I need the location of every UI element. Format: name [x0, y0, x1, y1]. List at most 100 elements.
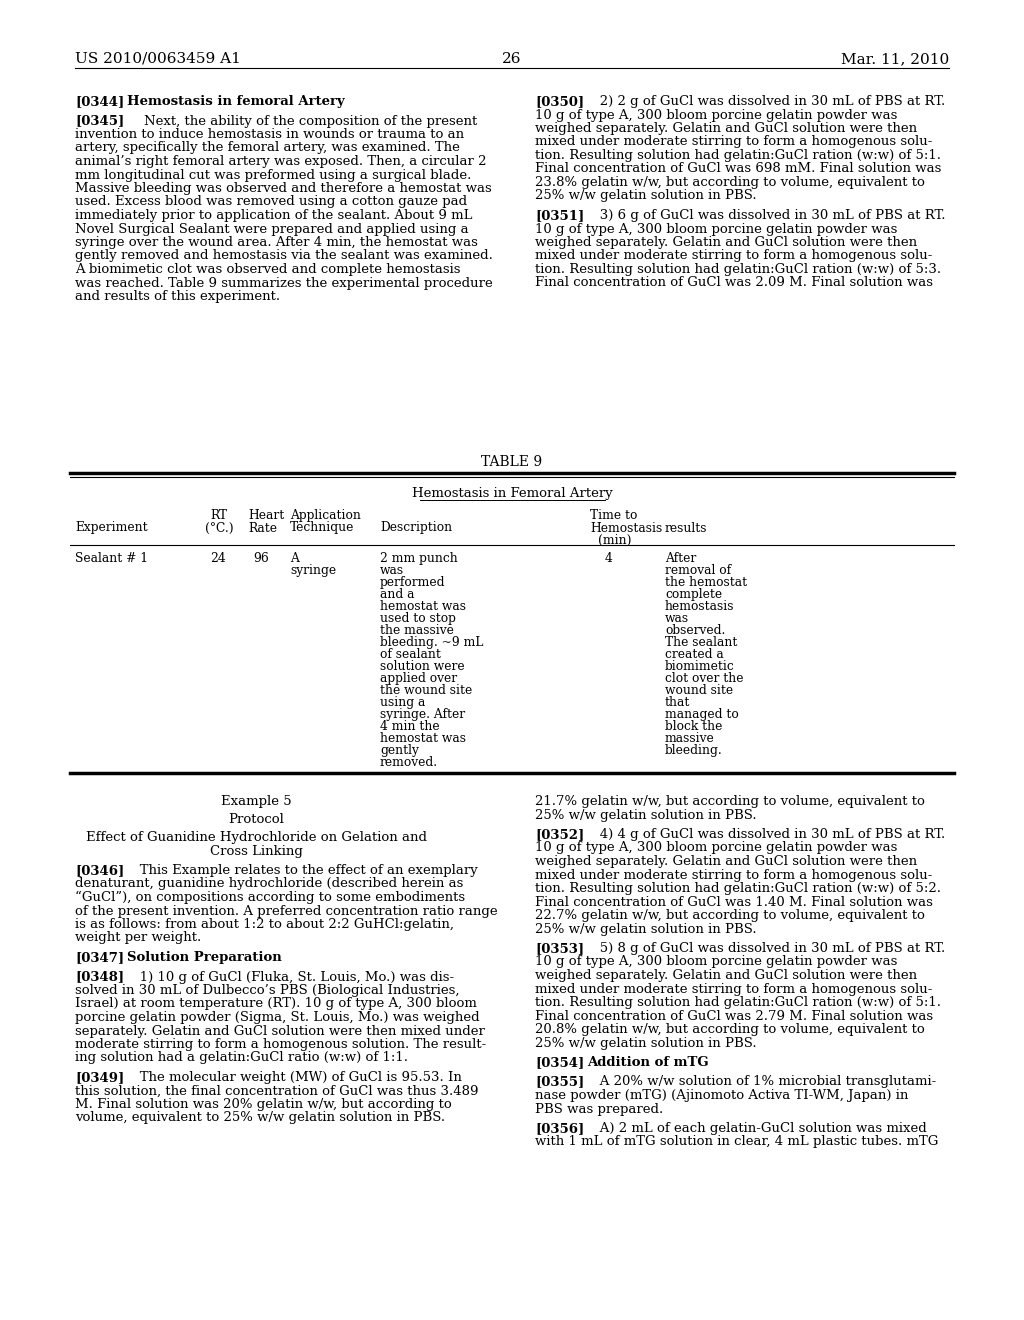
Text: 4: 4	[605, 552, 613, 565]
Text: Description: Description	[380, 521, 453, 535]
Text: A 20% w/w solution of 1% microbial transglutami-: A 20% w/w solution of 1% microbial trans…	[587, 1076, 936, 1089]
Text: (°C.): (°C.)	[205, 521, 233, 535]
Text: [0349]: [0349]	[75, 1071, 124, 1084]
Text: Solution Preparation: Solution Preparation	[127, 950, 282, 964]
Text: removal of: removal of	[665, 564, 731, 577]
Text: syringe. After: syringe. After	[380, 708, 465, 721]
Text: block the: block the	[665, 719, 722, 733]
Text: biomimetic: biomimetic	[665, 660, 735, 673]
Text: 2) 2 g of GuCl was dissolved in 30 mL of PBS at RT.: 2) 2 g of GuCl was dissolved in 30 mL of…	[587, 95, 945, 108]
Text: Addition of mTG: Addition of mTG	[587, 1056, 709, 1069]
Text: ing solution had a gelatin:GuCl ratio (w:w) of 1:1.: ing solution had a gelatin:GuCl ratio (w…	[75, 1052, 408, 1064]
Text: 20.8% gelatin w/w, but according to volume, equivalent to: 20.8% gelatin w/w, but according to volu…	[535, 1023, 925, 1036]
Text: performed: performed	[380, 576, 445, 589]
Text: 23.8% gelatin w/w, but according to volume, equivalent to: 23.8% gelatin w/w, but according to volu…	[535, 176, 925, 189]
Text: [0351]: [0351]	[535, 209, 585, 222]
Text: the wound site: the wound site	[380, 684, 472, 697]
Text: [0344]: [0344]	[75, 95, 124, 108]
Text: A) 2 mL of each gelatin-GuCl solution was mixed: A) 2 mL of each gelatin-GuCl solution wa…	[587, 1122, 927, 1135]
Text: gently: gently	[380, 744, 419, 756]
Text: [0348]: [0348]	[75, 970, 124, 983]
Text: Technique: Technique	[290, 521, 354, 535]
Text: massive: massive	[665, 733, 715, 744]
Text: weighed separately. Gelatin and GuCl solution were then: weighed separately. Gelatin and GuCl sol…	[535, 855, 918, 869]
Text: 25% w/w gelatin solution in PBS.: 25% w/w gelatin solution in PBS.	[535, 190, 757, 202]
Text: PBS was prepared.: PBS was prepared.	[535, 1102, 664, 1115]
Text: [0354]: [0354]	[535, 1056, 585, 1069]
Text: 10 g of type A, 300 bloom porcine gelatin powder was: 10 g of type A, 300 bloom porcine gelati…	[535, 108, 897, 121]
Text: weighed separately. Gelatin and GuCl solution were then: weighed separately. Gelatin and GuCl sol…	[535, 969, 918, 982]
Text: [0355]: [0355]	[535, 1076, 585, 1089]
Text: and results of this experiment.: and results of this experiment.	[75, 290, 281, 304]
Text: Final concentration of GuCl was 2.09 M. Final solution was: Final concentration of GuCl was 2.09 M. …	[535, 276, 933, 289]
Text: weight per weight.: weight per weight.	[75, 932, 202, 945]
Text: immediately prior to application of the sealant. About 9 mL: immediately prior to application of the …	[75, 209, 472, 222]
Text: hemostasis: hemostasis	[665, 601, 734, 612]
Text: is as follows: from about 1:2 to about 2:2 GuHCl:gelatin,: is as follows: from about 1:2 to about 2…	[75, 917, 454, 931]
Text: Next, the ability of the composition of the present: Next, the ability of the composition of …	[127, 115, 477, 128]
Text: 10 g of type A, 300 bloom porcine gelatin powder was: 10 g of type A, 300 bloom porcine gelati…	[535, 223, 897, 235]
Text: [0346]: [0346]	[75, 865, 124, 876]
Text: that: that	[665, 696, 690, 709]
Text: invention to induce hemostasis in wounds or trauma to an: invention to induce hemostasis in wounds…	[75, 128, 464, 141]
Text: TABLE 9: TABLE 9	[481, 455, 543, 469]
Text: 25% w/w gelatin solution in PBS.: 25% w/w gelatin solution in PBS.	[535, 923, 757, 936]
Text: clot over the: clot over the	[665, 672, 743, 685]
Text: wound site: wound site	[665, 684, 733, 697]
Text: Cross Linking: Cross Linking	[210, 845, 302, 858]
Text: mixed under moderate stirring to form a homogenous solu-: mixed under moderate stirring to form a …	[535, 982, 933, 995]
Text: 25% w/w gelatin solution in PBS.: 25% w/w gelatin solution in PBS.	[535, 1036, 757, 1049]
Text: Experiment: Experiment	[75, 521, 147, 535]
Text: was reached. Table 9 summarizes the experimental procedure: was reached. Table 9 summarizes the expe…	[75, 276, 493, 289]
Text: Example 5: Example 5	[221, 795, 291, 808]
Text: gently removed and hemostasis via the sealant was examined.: gently removed and hemostasis via the se…	[75, 249, 493, 263]
Text: of the present invention. A preferred concentration ratio range: of the present invention. A preferred co…	[75, 904, 498, 917]
Text: moderate stirring to form a homogenous solution. The result-: moderate stirring to form a homogenous s…	[75, 1038, 486, 1051]
Text: Sealant # 1: Sealant # 1	[75, 552, 148, 565]
Text: with 1 mL of mTG solution in clear, 4 mL plastic tubes. mTG: with 1 mL of mTG solution in clear, 4 mL…	[535, 1135, 938, 1148]
Text: 96: 96	[253, 552, 268, 565]
Text: After: After	[665, 552, 696, 565]
Text: syringe over the wound area. After 4 min, the hemostat was: syringe over the wound area. After 4 min…	[75, 236, 478, 249]
Text: M. Final solution was 20% gelatin w/w, but according to: M. Final solution was 20% gelatin w/w, b…	[75, 1098, 452, 1111]
Text: [0347]: [0347]	[75, 950, 124, 964]
Text: of sealant: of sealant	[380, 648, 441, 661]
Text: complete: complete	[665, 587, 722, 601]
Text: used to stop: used to stop	[380, 612, 456, 624]
Text: the hemostat: the hemostat	[665, 576, 748, 589]
Text: observed.: observed.	[665, 624, 725, 638]
Text: applied over: applied over	[380, 672, 457, 685]
Text: 21.7% gelatin w/w, but according to volume, equivalent to: 21.7% gelatin w/w, but according to volu…	[535, 795, 925, 808]
Text: solution were: solution were	[380, 660, 465, 673]
Text: mixed under moderate stirring to form a homogenous solu-: mixed under moderate stirring to form a …	[535, 869, 933, 882]
Text: 10 g of type A, 300 bloom porcine gelatin powder was: 10 g of type A, 300 bloom porcine gelati…	[535, 842, 897, 854]
Text: This Example relates to the effect of an exemplary: This Example relates to the effect of an…	[127, 865, 478, 876]
Text: [0352]: [0352]	[535, 828, 585, 841]
Text: Time to: Time to	[590, 510, 637, 521]
Text: was: was	[665, 612, 689, 624]
Text: 10 g of type A, 300 bloom porcine gelatin powder was: 10 g of type A, 300 bloom porcine gelati…	[535, 956, 897, 969]
Text: Heart: Heart	[248, 510, 285, 521]
Text: The molecular weight (MW) of GuCl is 95.53. In: The molecular weight (MW) of GuCl is 95.…	[127, 1071, 462, 1084]
Text: 4) 4 g of GuCl was dissolved in 30 mL of PBS at RT.: 4) 4 g of GuCl was dissolved in 30 mL of…	[587, 828, 945, 841]
Text: denaturant, guanidine hydrochloride (described herein as: denaturant, guanidine hydrochloride (des…	[75, 878, 464, 891]
Text: mixed under moderate stirring to form a homogenous solu-: mixed under moderate stirring to form a …	[535, 249, 933, 263]
Text: 5) 8 g of GuCl was dissolved in 30 mL of PBS at RT.: 5) 8 g of GuCl was dissolved in 30 mL of…	[587, 942, 945, 954]
Text: was: was	[380, 564, 404, 577]
Text: mm longitudinal cut was preformed using a surgical blade.: mm longitudinal cut was preformed using …	[75, 169, 471, 181]
Text: The sealant: The sealant	[665, 636, 737, 649]
Text: and a: and a	[380, 587, 415, 601]
Text: Protocol: Protocol	[228, 813, 284, 826]
Text: nase powder (mTG) (Ajinomoto Activa TI-WM, Japan) in: nase powder (mTG) (Ajinomoto Activa TI-W…	[535, 1089, 908, 1102]
Text: [0353]: [0353]	[535, 942, 584, 954]
Text: Novel Surgical Sealant were prepared and applied using a: Novel Surgical Sealant were prepared and…	[75, 223, 469, 235]
Text: Final concentration of GuCl was 1.40 M. Final solution was: Final concentration of GuCl was 1.40 M. …	[535, 895, 933, 908]
Text: artery, specifically the femoral artery, was examined. The: artery, specifically the femoral artery,…	[75, 141, 460, 154]
Text: 22.7% gelatin w/w, but according to volume, equivalent to: 22.7% gelatin w/w, but according to volu…	[535, 909, 925, 921]
Text: Final concentration of GuCl was 2.79 M. Final solution was: Final concentration of GuCl was 2.79 M. …	[535, 1010, 933, 1023]
Text: tion. Resulting solution had gelatin:GuCl ration (w:w) of 5:1.: tion. Resulting solution had gelatin:GuC…	[535, 149, 941, 162]
Text: A biomimetic clot was observed and complete hemostasis: A biomimetic clot was observed and compl…	[75, 263, 461, 276]
Text: solved in 30 mL of Dulbecco’s PBS (Biological Industries,: solved in 30 mL of Dulbecco’s PBS (Biolo…	[75, 983, 460, 997]
Text: US 2010/0063459 A1: US 2010/0063459 A1	[75, 51, 241, 66]
Text: managed to: managed to	[665, 708, 738, 721]
